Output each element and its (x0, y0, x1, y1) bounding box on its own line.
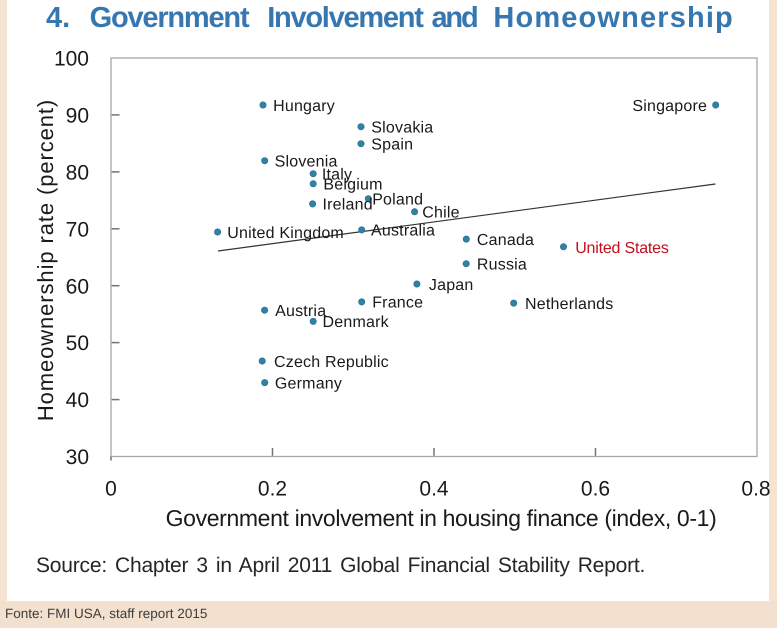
svg-text:30: 30 (66, 446, 89, 469)
svg-text:0.6: 0.6 (581, 478, 610, 501)
svg-text:90: 90 (66, 105, 89, 128)
svg-text:Czech Republic: Czech Republic (274, 354, 389, 371)
svg-text:United Kingdom: United Kingdom (227, 225, 344, 242)
svg-text:Ireland: Ireland (323, 197, 373, 214)
svg-text:Belgium: Belgium (323, 177, 382, 194)
svg-text:Fonte: FMI USA, staff report 2: Fonte: FMI USA, staff report 2015 (5, 606, 207, 621)
svg-text:Hungary: Hungary (273, 98, 335, 115)
svg-text:60: 60 (66, 275, 89, 298)
svg-text:Spain: Spain (371, 137, 413, 154)
svg-text:Singapore: Singapore (632, 98, 707, 115)
svg-text:Government: Government (90, 2, 250, 34)
svg-text:0.4: 0.4 (419, 478, 449, 501)
svg-text:Italy: Italy (322, 167, 352, 184)
svg-text:100: 100 (54, 48, 89, 71)
svg-text:Denmark: Denmark (323, 314, 390, 331)
svg-text:40: 40 (66, 389, 89, 412)
svg-text:Australia: Australia (371, 223, 435, 240)
svg-text:Government involvement in hous: Government involvement in housing financ… (166, 505, 717, 531)
svg-text:Japan: Japan (429, 277, 474, 294)
svg-text:Germany: Germany (275, 375, 342, 392)
svg-text:Homeownership rate (percent): Homeownership rate (percent) (33, 99, 58, 421)
svg-text:0: 0 (105, 478, 117, 501)
svg-text:Source: Chapter 3 in April 201: Source: Chapter 3 in April 2011 Global F… (36, 554, 645, 577)
svg-text:50: 50 (66, 332, 89, 355)
svg-text:United States: United States (575, 240, 669, 257)
svg-text:0.8: 0.8 (741, 478, 770, 501)
svg-text:4.: 4. (46, 2, 70, 34)
svg-text:Involvement: Involvement (267, 2, 424, 34)
svg-text:Chile: Chile (422, 205, 459, 222)
svg-text:80: 80 (66, 162, 89, 185)
svg-text:Canada: Canada (477, 232, 534, 249)
svg-text:Russia: Russia (477, 257, 527, 274)
svg-text:and: and (432, 2, 477, 34)
svg-text:France: France (372, 295, 423, 312)
svg-text:Homeownership: Homeownership (493, 2, 734, 34)
svg-text:Austria: Austria (275, 303, 326, 320)
svg-text:Slovakia: Slovakia (371, 120, 433, 137)
svg-text:Slovenia: Slovenia (275, 154, 338, 171)
svg-text:Netherlands: Netherlands (525, 296, 613, 313)
svg-text:0.2: 0.2 (258, 478, 287, 501)
svg-text:Poland: Poland (372, 192, 423, 209)
svg-text:70: 70 (66, 218, 89, 241)
